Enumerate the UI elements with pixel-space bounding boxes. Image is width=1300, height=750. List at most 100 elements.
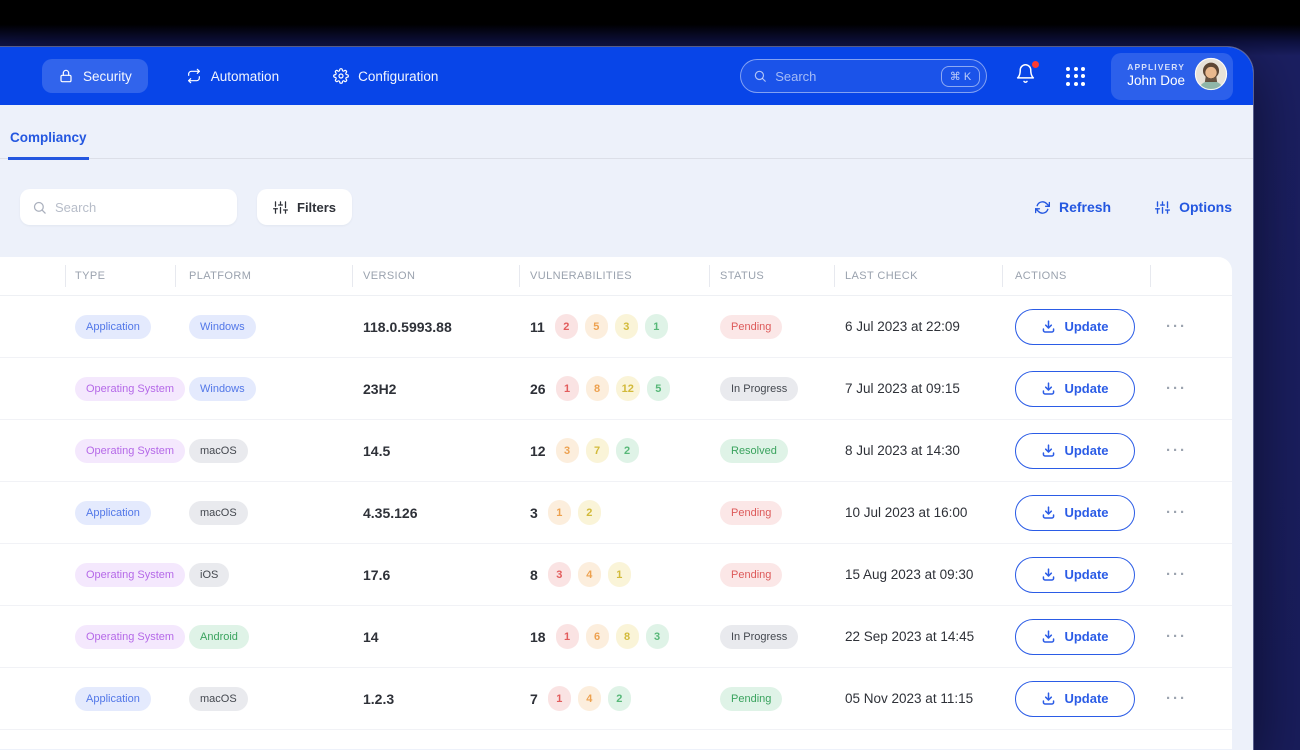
app-grid-button[interactable] xyxy=(1066,66,1086,86)
repeat-icon xyxy=(186,68,202,84)
lock-icon xyxy=(58,68,74,84)
row-menu-button[interactable]: ··· xyxy=(1166,690,1187,707)
global-search-input[interactable] xyxy=(775,68,941,84)
row-leading-cell xyxy=(0,544,65,605)
options-button[interactable]: Options xyxy=(1155,199,1232,215)
account-menu[interactable]: APPLIVERY John Doe xyxy=(1111,52,1233,100)
version-value: 17.6 xyxy=(363,566,391,583)
vulnerability-count-low: 3 xyxy=(645,624,669,649)
status-badge: Pending xyxy=(720,562,783,587)
version-value: 4.35.126 xyxy=(363,504,418,521)
filters-button[interactable]: Filters xyxy=(257,189,353,225)
update-button[interactable]: Update xyxy=(1015,494,1135,531)
vulnerability-count-medium: 2 xyxy=(577,500,601,525)
type-badge: Application xyxy=(75,686,151,711)
nav-item-automation[interactable]: Automation xyxy=(170,59,295,93)
last-check-value: 05 Nov 2023 at 11:15 xyxy=(845,691,974,706)
vulnerability-count-high: 8 xyxy=(585,376,609,401)
column-header-version: VERSION xyxy=(352,257,519,295)
platform-badge: Windows xyxy=(189,314,256,339)
sliders-icon xyxy=(1155,200,1171,215)
vulnerability-count-medium: 7 xyxy=(585,438,609,463)
shortcut-badge: ⌘ K xyxy=(940,65,981,87)
toolbar: Filters Refresh Options xyxy=(20,189,1232,225)
tab-bar: Compliancy xyxy=(0,105,1253,160)
nav-item-configuration[interactable]: Configuration xyxy=(317,59,454,93)
app-window: Security Automation Configuration ⌘ K xyxy=(0,47,1253,750)
row-menu-button[interactable]: ··· xyxy=(1166,442,1187,459)
table-search-input[interactable] xyxy=(55,199,227,215)
row-menu-button[interactable]: ··· xyxy=(1166,318,1187,335)
version-value: 14 xyxy=(363,628,379,645)
global-search[interactable]: ⌘ K xyxy=(740,59,988,93)
download-icon xyxy=(1041,319,1056,334)
last-check-value: 10 Jul 2023 at 16:00 xyxy=(845,505,968,520)
update-button[interactable]: Update xyxy=(1015,556,1135,593)
update-label: Update xyxy=(1064,505,1109,520)
platform-badge: macOS xyxy=(189,500,248,525)
update-label: Update xyxy=(1064,443,1109,458)
platform-badge: macOS xyxy=(189,686,248,711)
vulnerability-count-high: 3 xyxy=(555,438,579,463)
table-search[interactable] xyxy=(20,189,237,225)
update-button[interactable]: Update xyxy=(1015,432,1135,469)
vulnerability-count-medium: 1 xyxy=(607,562,631,587)
last-check-value: 7 Jul 2023 at 09:15 xyxy=(845,381,960,396)
vulnerability-count-low: 1 xyxy=(644,314,668,339)
table-row: Operating System Windows 23H2 26 1 8 12 5 I… xyxy=(0,358,1232,420)
tab-compliancy[interactable]: Compliancy xyxy=(8,130,89,160)
row-menu-button[interactable]: ··· xyxy=(1166,504,1187,521)
type-badge: Operating System xyxy=(75,624,186,649)
vulnerability-count-high: 6 xyxy=(585,624,609,649)
vulnerability-count-high: 4 xyxy=(577,686,601,711)
table-header: TYPE PLATFORM VERSION VULNERABILITIES ST… xyxy=(0,257,1232,296)
platform-badge: iOS xyxy=(189,562,230,587)
platform-badge: macOS xyxy=(189,438,248,463)
row-menu-button[interactable]: ··· xyxy=(1166,380,1187,397)
last-check-value: 22 Sep 2023 at 14:45 xyxy=(845,629,975,644)
type-badge: Operating System xyxy=(75,438,186,463)
update-button[interactable]: Update xyxy=(1015,370,1135,407)
row-leading-cell xyxy=(0,668,65,729)
platform-badge: Windows xyxy=(189,376,256,401)
status-badge: In Progress xyxy=(720,376,799,401)
user-name: John Doe xyxy=(1127,72,1185,88)
update-label: Update xyxy=(1064,629,1109,644)
vulnerability-total: 11 xyxy=(530,318,545,335)
update-button[interactable]: Update xyxy=(1015,680,1135,717)
update-button[interactable]: Update xyxy=(1015,618,1135,655)
type-badge: Application xyxy=(75,500,151,525)
vulnerability-count-low: 2 xyxy=(615,438,639,463)
column-header-last-check: LAST CHECK xyxy=(834,257,1002,295)
notification-dot xyxy=(1032,61,1040,68)
status-badge: Pending xyxy=(720,686,783,711)
column-header-actions: ACTIONS xyxy=(1002,257,1150,295)
vulnerability-count-high: 5 xyxy=(584,314,608,339)
row-menu-button[interactable]: ··· xyxy=(1166,628,1187,645)
update-label: Update xyxy=(1064,567,1109,582)
notifications-button[interactable] xyxy=(1015,61,1040,89)
row-menu-button[interactable]: ··· xyxy=(1166,566,1187,583)
compliancy-table: TYPE PLATFORM VERSION VULNERABILITIES ST… xyxy=(0,257,1232,749)
status-badge: Resolved xyxy=(720,438,788,463)
nav-item-security[interactable]: Security xyxy=(42,59,148,93)
update-label: Update xyxy=(1064,381,1109,396)
type-badge: Operating System xyxy=(75,376,186,401)
vulnerability-count-low: 2 xyxy=(607,686,631,711)
row-leading-cell xyxy=(0,606,65,667)
last-check-value: 6 Jul 2023 at 22:09 xyxy=(845,319,960,334)
vulnerability-total: 7 xyxy=(530,690,538,707)
refresh-button[interactable]: Refresh xyxy=(1034,199,1111,215)
vulnerability-count-medium: 8 xyxy=(615,624,639,649)
update-button[interactable]: Update xyxy=(1015,308,1135,345)
refresh-icon xyxy=(1034,200,1050,215)
vulnerability-count-medium: 3 xyxy=(614,314,638,339)
vulnerability-count-critical: 1 xyxy=(555,624,579,649)
